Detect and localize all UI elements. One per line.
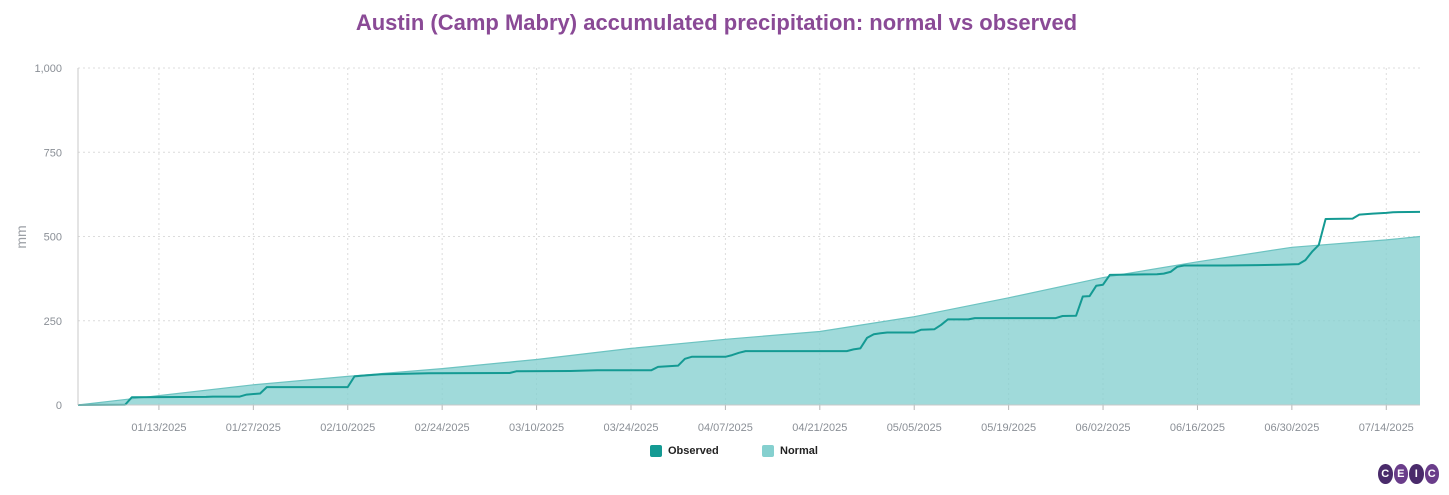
x-tick-label: 02/24/2025 — [415, 422, 470, 434]
y-tick-label: 500 — [44, 232, 62, 244]
logo-letter: C — [1378, 464, 1393, 484]
x-tick-label: 06/16/2025 — [1170, 422, 1225, 434]
logo-letter: I — [1409, 464, 1424, 484]
legend-label-normal: Normal — [780, 445, 818, 457]
normal-area — [78, 236, 1420, 405]
x-tick-label: 03/24/2025 — [603, 422, 658, 434]
legend-item-normal[interactable]: Normal — [762, 441, 818, 461]
chart-title: Austin (Camp Mabry) accumulated precipit… — [355, 10, 1078, 35]
logo-letter: E — [1393, 464, 1408, 484]
legend: Observed Normal — [0, 441, 1449, 461]
observed-line — [77, 210, 1421, 406]
x-tick-label: 01/13/2025 — [131, 422, 186, 434]
x-tick-label: 02/10/2025 — [320, 422, 375, 434]
x-tick-label: 04/21/2025 — [792, 422, 847, 434]
series-layer — [77, 210, 1421, 406]
legend-swatch-normal — [762, 445, 774, 457]
legend-item-observed[interactable]: Observed — [650, 441, 719, 461]
x-tick-label: 05/05/2025 — [887, 422, 942, 434]
x-tick-label: 05/19/2025 — [981, 422, 1036, 434]
y-tick-label: 750 — [44, 147, 62, 159]
legend-label-observed: Observed — [668, 445, 719, 457]
x-tick-label: 01/27/2025 — [226, 422, 281, 434]
x-tick-label: 06/30/2025 — [1264, 422, 1319, 434]
x-tick-label: 04/07/2025 — [698, 422, 753, 434]
legend-swatch-observed — [650, 445, 662, 457]
y-tick-label: 0 — [56, 400, 62, 412]
y-axis-title: mm — [13, 225, 29, 248]
normal-area-edge — [77, 235, 1421, 406]
axes: 0 250 500 750 1,000 01/13/2025 01/27/2025 02/10… — [34, 63, 1420, 434]
x-tick-label: 06/02/2025 — [1076, 422, 1131, 434]
chart-plot: 0 250 500 750 1,000 01/13/2025 01/27/2025 02/10… — [13, 63, 1421, 434]
y-tick-label: 250 — [44, 316, 62, 328]
y-tick-label: 1,000 — [34, 63, 62, 75]
logo-letter: C — [1424, 464, 1439, 484]
x-tick-label: 03/10/2025 — [509, 422, 564, 434]
x-tick-label: 07/14/2025 — [1359, 422, 1414, 434]
